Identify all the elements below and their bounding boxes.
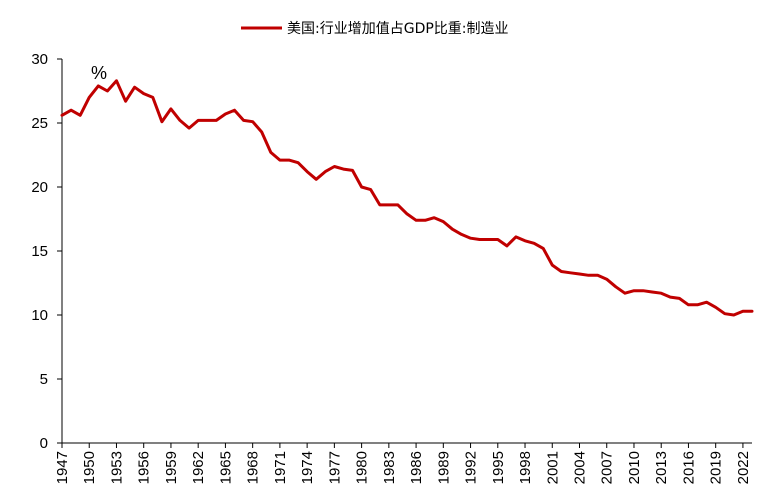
x-tick-label: 1983 [381, 451, 398, 484]
x-tick-label: 1956 [136, 451, 153, 484]
series-layer [60, 79, 754, 317]
unit-label: % [91, 63, 107, 83]
x-tick-label: 2004 [572, 451, 589, 484]
x-tick-label: 1998 [517, 451, 534, 484]
x-tick-label: 2013 [653, 451, 670, 484]
x-tick-label: 1977 [326, 451, 343, 484]
x-tick-label: 1986 [408, 451, 425, 484]
x-tick-label: 1980 [354, 451, 371, 484]
y-tick-label: 25 [31, 115, 48, 132]
x-axis: 1947 1950 1953 1956 1959 1962 1965 1968 1971 1974… [54, 442, 752, 484]
x-tick-label: 1959 [163, 451, 180, 484]
y-tick-label: 5 [40, 371, 48, 388]
x-tick-label: 1953 [108, 451, 125, 484]
y-tick-label: 15 [31, 243, 48, 260]
x-tick-label: 1947 [54, 451, 71, 484]
x-tick-label: 1968 [245, 451, 262, 484]
x-tick-label: 2019 [708, 451, 725, 484]
y-axis: 0 5 10 15 20 25 30 [31, 51, 63, 452]
x-tick-label: 2016 [680, 451, 697, 484]
x-tick-label: 1974 [299, 451, 316, 484]
legend: 美国:行业增加值占GDP比重:制造业 [241, 21, 509, 37]
y-tick-label: 20 [31, 179, 48, 196]
y-tick-label: 10 [31, 307, 48, 324]
y-tick-label: 0 [40, 435, 48, 452]
series-line [60, 79, 754, 317]
x-tick-label: 1950 [81, 451, 98, 484]
legend-label: 美国:行业增加值占GDP比重:制造业 [287, 21, 509, 37]
x-tick-label: 1992 [463, 451, 480, 484]
x-tick-label: 1962 [190, 451, 207, 484]
y-tick-label: 30 [31, 51, 48, 68]
x-tick-label: 2010 [626, 451, 643, 484]
x-tick-label: 1989 [435, 451, 452, 484]
x-tick-label: 2022 [735, 451, 752, 484]
x-tick-label: 2007 [599, 451, 616, 484]
x-tick-label: 2001 [544, 451, 561, 484]
x-tick-label: 1995 [490, 451, 507, 484]
x-tick-label: 1971 [272, 451, 289, 484]
x-tick-label: 1965 [217, 451, 234, 484]
